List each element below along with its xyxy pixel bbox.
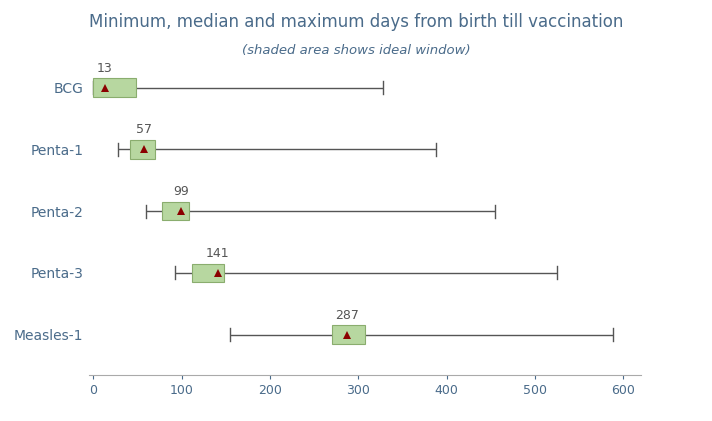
Text: 287: 287 [335, 309, 359, 322]
Title: Minimum, median and maximum days from birth till vaccination
(shaded area shows : Minimum, median and maximum days from bi… [0, 420, 1, 421]
Text: 13: 13 [97, 61, 112, 75]
Text: (shaded area shows ideal window): (shaded area shows ideal window) [241, 44, 471, 57]
Bar [332, 325, 365, 344]
Text: 99: 99 [173, 185, 189, 198]
Bar [162, 202, 189, 220]
Bar [93, 78, 136, 97]
Text: 141: 141 [206, 247, 230, 260]
Text: 57: 57 [136, 123, 152, 136]
Bar [192, 264, 224, 282]
Bar [130, 140, 155, 159]
Text: Minimum, median and maximum days from birth till vaccination: Minimum, median and maximum days from bi… [89, 13, 623, 31]
